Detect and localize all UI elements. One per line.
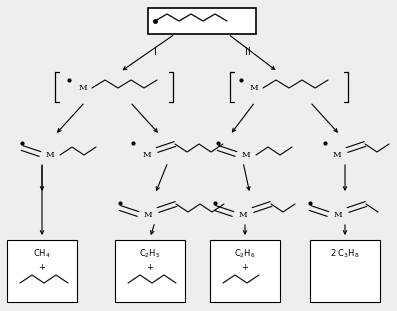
Text: CH$_4$: CH$_4$: [33, 248, 51, 260]
Bar: [310, 240, 380, 302]
Text: M: M: [333, 151, 341, 159]
Text: M: M: [79, 84, 87, 92]
Text: +: +: [241, 263, 249, 272]
Bar: [148, 8, 256, 34]
Text: M: M: [334, 211, 342, 219]
Text: I: I: [154, 47, 156, 57]
Text: 2 C$_3$H$_8$: 2 C$_3$H$_8$: [330, 248, 360, 260]
Bar: [7, 240, 77, 302]
Text: C$_2$H$_6$: C$_2$H$_6$: [234, 248, 256, 260]
Text: M: M: [250, 84, 258, 92]
Text: M: M: [46, 151, 54, 159]
Text: II: II: [245, 47, 251, 57]
Bar: [115, 240, 185, 302]
Text: +: +: [146, 263, 153, 272]
Text: M: M: [144, 211, 152, 219]
Text: M: M: [143, 151, 151, 159]
Text: M: M: [242, 151, 251, 159]
Text: M: M: [239, 211, 247, 219]
Bar: [210, 240, 280, 302]
Text: +: +: [39, 263, 45, 272]
Text: C$_2$H$_5$: C$_2$H$_5$: [139, 248, 161, 260]
